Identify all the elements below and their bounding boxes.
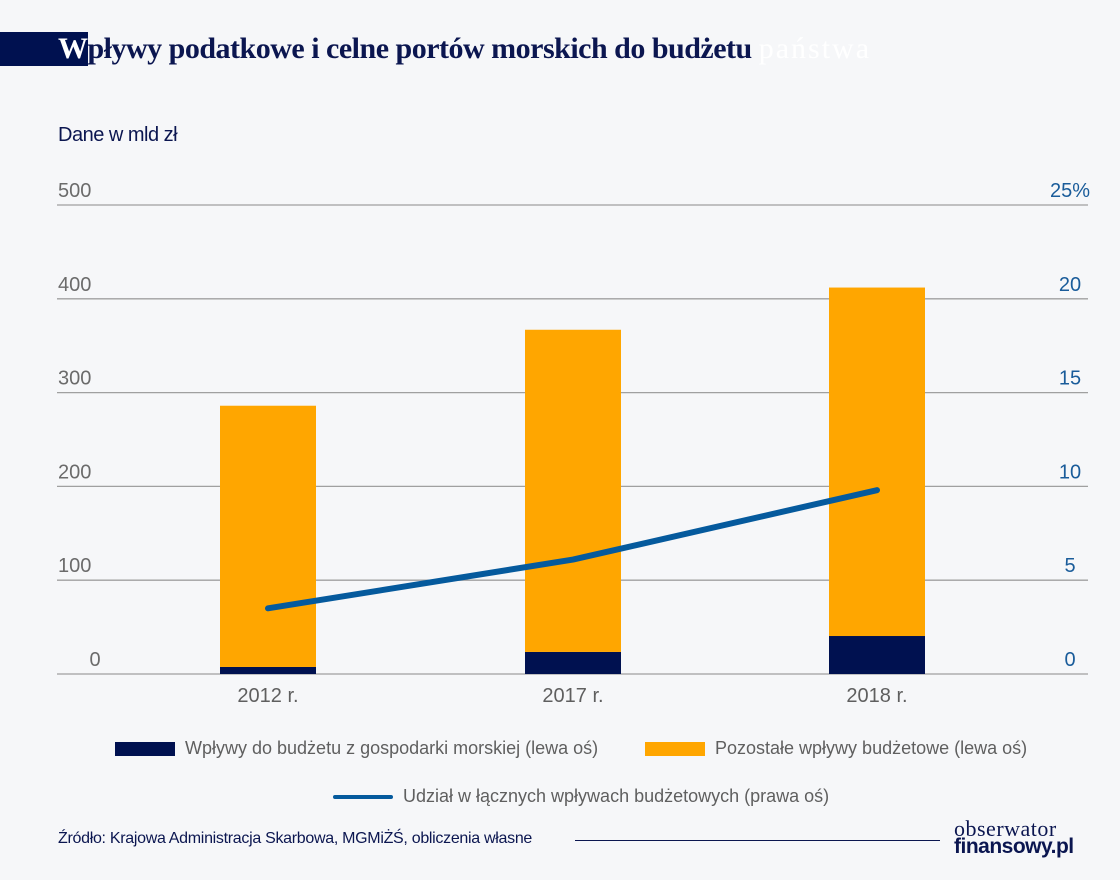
publisher-logo: obserwator finansowy.pl [954, 816, 1074, 858]
legend-label-share: Udział w łącznych wpływach budżetowych (… [403, 786, 830, 806]
legend-swatch-share [333, 794, 393, 799]
bar-segment-maritime [220, 666, 316, 674]
right-tick-label: 10 [1059, 461, 1081, 483]
x-axis-ticks: 2012 r. 2017 r. 2018 r. [237, 685, 907, 707]
title-hidden-word: państwa [758, 32, 872, 65]
bar-segment-maritime [829, 636, 925, 674]
x-tick-label: 2012 r. [237, 685, 298, 707]
chart-title: Wpływy podatkowe i celne portów morskich… [0, 32, 871, 66]
left-tick-label: 400 [58, 274, 91, 296]
legend-label-other: Pozostałe wpływy budżetowe (lewa oś) [715, 738, 1028, 758]
title-first-letter: W [58, 32, 88, 65]
x-tick-label: 2018 r. [846, 685, 907, 707]
logo-top-text: obserwator [954, 816, 1057, 841]
right-tick-label: 15 [1059, 368, 1081, 390]
right-tick-label: 20 [1059, 274, 1081, 296]
bar-segment-other [829, 287, 925, 637]
bars [220, 287, 925, 674]
logo-bottom-text: finansowy.pl [954, 835, 1074, 858]
title-main-text: pływy podatkowe i celne portów morskich … [87, 32, 753, 65]
left-tick-label: 200 [58, 461, 91, 483]
title-accent-block [0, 32, 88, 66]
left-tick-label: 300 [58, 368, 91, 390]
bar-segment-other [220, 405, 316, 667]
left-tick-label: 500 [58, 180, 91, 202]
legend-item-share: Udział w łącznych wpływach budżetowych (… [333, 786, 829, 807]
legend-label-maritime: Wpływy do budżetu z gospodarki morskiej … [185, 738, 599, 758]
bar-segment-other [525, 329, 621, 652]
unit-label: Dane w mld zł [58, 124, 178, 146]
legend-swatch-other [645, 741, 705, 756]
bar-segment-maritime [525, 651, 621, 674]
right-tick-label: 0 [1064, 649, 1075, 671]
legend-item-maritime: Wpływy do budżetu z gospodarki morskiej … [115, 738, 598, 759]
legend-swatch-maritime [115, 741, 175, 756]
footer-divider [575, 840, 940, 841]
right-axis-ticks: 0 5 10 15 20 25% [1050, 180, 1090, 671]
left-tick-label: 100 [58, 555, 91, 577]
share-line [265, 487, 880, 612]
right-tick-label: 5 [1064, 555, 1075, 577]
source-note: Źródło: Krajowa Administracja Skarbowa, … [58, 830, 533, 847]
x-tick-label: 2017 r. [542, 685, 603, 707]
right-tick-label: 25% [1050, 180, 1090, 202]
left-tick-label: 0 [89, 649, 100, 671]
legend-item-other: Pozostałe wpływy budżetowe (lewa oś) [645, 738, 1027, 759]
left-axis-ticks: 0 100 200 300 400 500 [58, 180, 101, 671]
